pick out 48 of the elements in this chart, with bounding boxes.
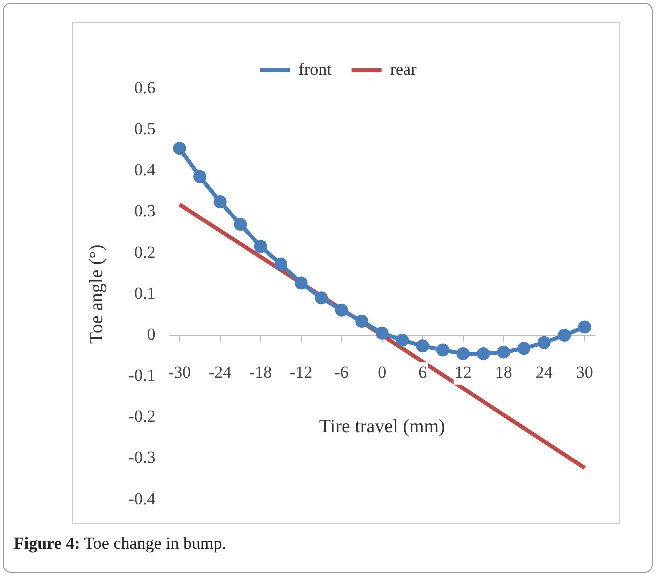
x-tick-label: -30: [168, 363, 192, 382]
point: [274, 258, 288, 271]
y-tick-label: -0.4: [128, 489, 156, 508]
y-tick-label: 0.5: [134, 120, 156, 139]
point: [376, 326, 389, 340]
y-tick-label: -0.2: [128, 407, 156, 426]
legend-label: rear: [390, 60, 418, 79]
x-tick-label: 12: [454, 363, 472, 382]
caption: Figure 4: Toe change in bump.: [14, 534, 227, 554]
x-axis-title: Tire travel (mm): [319, 416, 446, 438]
point: [456, 347, 470, 360]
y-tick-label: 0: [147, 324, 156, 344]
point: [416, 340, 430, 353]
point: [518, 342, 531, 356]
y-tick-label: -0.3: [128, 448, 156, 468]
y-tick-label: 0.4: [134, 160, 156, 180]
point: [173, 142, 186, 156]
point: [558, 328, 572, 342]
point: [335, 304, 348, 317]
point: [497, 346, 510, 359]
x-tick-label: 6: [418, 363, 428, 382]
x-tick-label: -6: [334, 363, 349, 382]
point: [436, 344, 450, 357]
point: [578, 320, 592, 334]
y-tick-label: 0.6: [134, 78, 156, 98]
x-tick-label: 24: [536, 363, 554, 382]
x-tick-label: 18: [495, 363, 512, 382]
point: [396, 334, 410, 347]
point: [254, 240, 268, 254]
y-tick-label: 0.2: [134, 242, 156, 262]
y-tick-label: 0.3: [134, 202, 156, 221]
point: [538, 336, 551, 350]
y-tick-label: -0.1: [128, 366, 156, 386]
point: [234, 218, 248, 232]
point: [477, 347, 490, 360]
y-tick-label: 0.1: [134, 284, 156, 303]
point: [315, 292, 328, 305]
x-tick-label: -12: [290, 363, 313, 382]
x-tick-label: 0: [378, 363, 387, 382]
y-axis-title: Toe angle (°): [86, 244, 108, 344]
legend-label: front: [298, 60, 332, 79]
x-tick-label: -24: [209, 363, 232, 382]
point: [294, 276, 308, 290]
x-tick-label: 30: [576, 363, 594, 382]
x-tick-label: -18: [250, 363, 272, 382]
point: [214, 195, 227, 208]
point: [356, 315, 369, 328]
point: [194, 170, 207, 184]
